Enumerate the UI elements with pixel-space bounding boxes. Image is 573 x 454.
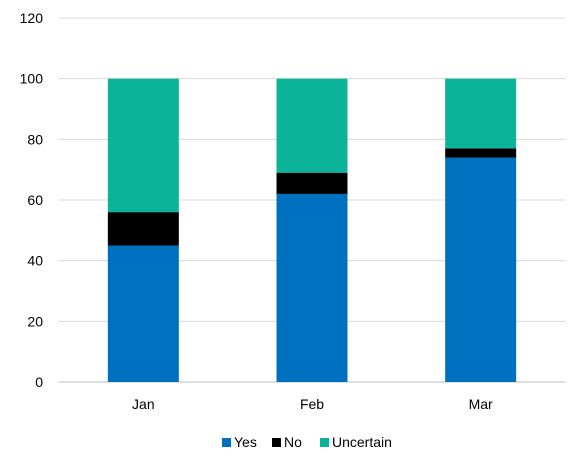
legend-swatch-no bbox=[272, 438, 281, 447]
y-tick-label-100: 100 bbox=[20, 71, 44, 87]
bar-mar-yes bbox=[445, 157, 517, 382]
x-axis-tick-labels: Jan Feb Mar bbox=[132, 396, 493, 412]
legend-item-uncertain: Uncertain bbox=[320, 434, 392, 450]
bar-feb-uncertain bbox=[276, 78, 348, 173]
bar-jan-uncertain bbox=[107, 78, 179, 213]
legend: Yes No Uncertain bbox=[222, 434, 392, 450]
bar-feb-yes bbox=[276, 193, 348, 382]
y-tick-label-120: 120 bbox=[20, 10, 44, 26]
bar-feb-no bbox=[276, 172, 348, 194]
x-tick-label-jan: Jan bbox=[132, 396, 155, 412]
x-tick-label-mar: Mar bbox=[469, 396, 493, 412]
bar-mar-no bbox=[445, 148, 517, 158]
bar-jan-yes bbox=[107, 245, 179, 382]
y-tick-label-20: 20 bbox=[27, 313, 43, 329]
x-tick-label-feb: Feb bbox=[300, 396, 324, 412]
y-tick-label-80: 80 bbox=[27, 131, 43, 147]
y-tick-label-40: 40 bbox=[27, 253, 43, 269]
bar-mar-uncertain bbox=[445, 78, 517, 149]
legend-item-no: No bbox=[272, 434, 302, 450]
legend-label-no: No bbox=[284, 434, 302, 450]
legend-label-yes: Yes bbox=[234, 434, 257, 450]
bars bbox=[107, 78, 517, 382]
legend-item-yes: Yes bbox=[222, 434, 257, 450]
legend-swatch-uncertain bbox=[320, 438, 329, 447]
y-tick-label-60: 60 bbox=[27, 192, 43, 208]
y-tick-label-0: 0 bbox=[35, 374, 43, 390]
legend-swatch-yes bbox=[222, 438, 231, 447]
y-axis-tick-labels: 0 20 40 60 80 100 120 bbox=[20, 10, 44, 390]
legend-label-uncertain: Uncertain bbox=[332, 434, 392, 450]
bar-jan-no bbox=[107, 212, 179, 246]
